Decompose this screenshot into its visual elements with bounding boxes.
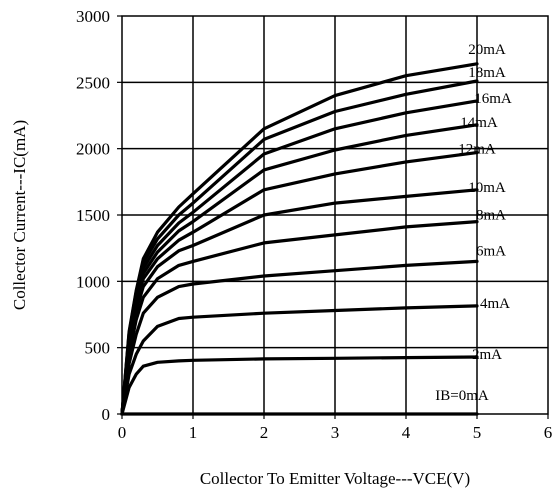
series-label: 16mA xyxy=(474,91,512,107)
series-line-4ma xyxy=(120,304,479,416)
series-line-2ma xyxy=(120,355,479,416)
y-tick-label: 0 xyxy=(102,405,111,424)
ticks: 0 1 2 3 4 5 6 0 500 1000 1500 2000 2500 3000 xyxy=(76,7,552,442)
y-tick-label: 500 xyxy=(85,339,111,358)
series-label: 20mA xyxy=(468,42,506,58)
series-label: 6mA xyxy=(476,243,506,259)
x-tick-label: 0 xyxy=(118,423,127,442)
series-label: 18mA xyxy=(468,65,506,81)
x-tick-label: 6 xyxy=(544,423,553,442)
y-tick-label: 2000 xyxy=(76,140,110,159)
series-lines xyxy=(120,62,479,416)
x-tick-label: 5 xyxy=(473,423,482,442)
series-label: 14mA xyxy=(460,115,498,131)
x-tick-label: 2 xyxy=(260,423,269,442)
x-tick-label: 3 xyxy=(331,423,340,442)
series-line-6ma xyxy=(120,259,479,416)
series-labels: IB=0mA 2mA 4mA 6mA 8mA 10mA 12mA 14mA 16mA 18mA 20… xyxy=(435,42,512,404)
y-tick-label: 1000 xyxy=(76,272,110,291)
series-label: 10mA xyxy=(468,180,506,196)
series-label: IB=0mA xyxy=(435,388,489,404)
x-tick-label: 4 xyxy=(402,423,411,442)
series-label: 12mA xyxy=(458,142,496,158)
series-line-20ma xyxy=(120,62,479,416)
series-label: 2mA xyxy=(472,347,502,363)
y-tick-label: 1500 xyxy=(76,206,110,225)
x-axis-label: Collector To Emitter Voltage---VCE(V) xyxy=(200,469,470,488)
y-tick-label: 2500 xyxy=(76,73,110,92)
y-axis-label: Collector Current---IC(mA) xyxy=(10,120,29,310)
y-tick-label: 3000 xyxy=(76,7,110,26)
series-label: 4mA xyxy=(480,296,510,312)
series-label: 8mA xyxy=(476,208,506,224)
x-tick-label: 1 xyxy=(189,423,198,442)
